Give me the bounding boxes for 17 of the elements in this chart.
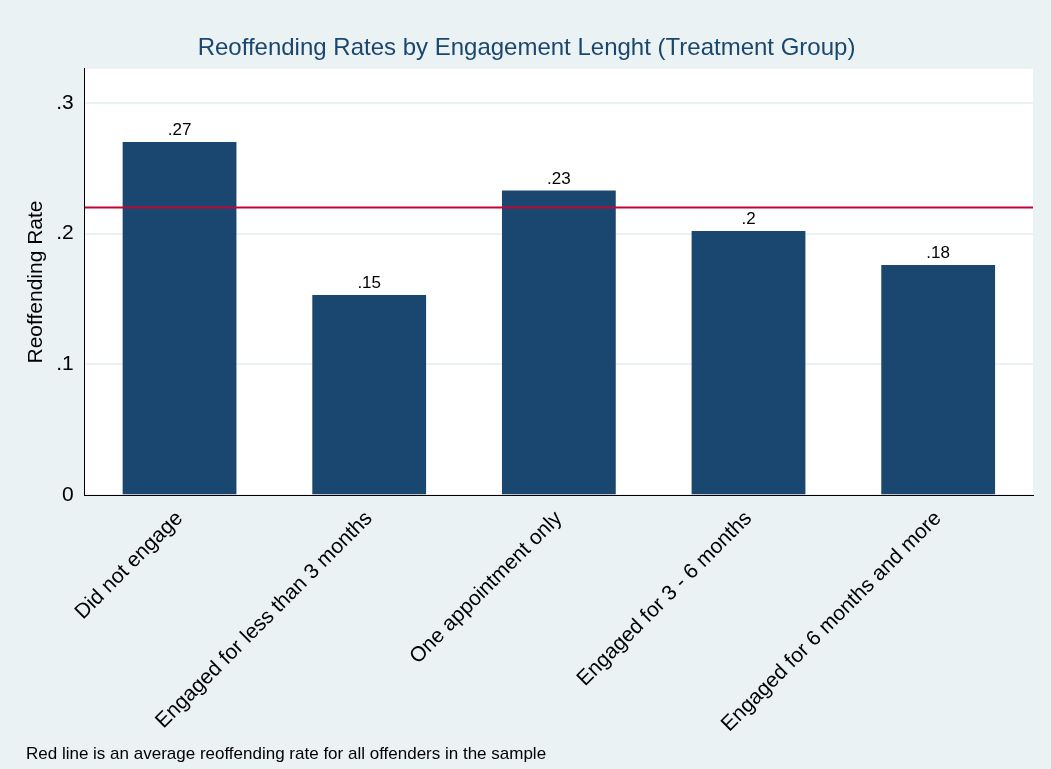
y-tick-label: 0: [62, 482, 74, 506]
y-tick-label: .1: [56, 351, 74, 375]
bar: [501, 190, 616, 495]
data-label: .27: [167, 120, 192, 140]
data-label: .23: [547, 168, 571, 188]
y-tick-label: .3: [56, 89, 74, 113]
data-label: .18: [926, 243, 950, 263]
bar: [691, 230, 806, 495]
data-label: .2: [741, 209, 756, 229]
text: Red line is an average reoffending rate for all offenders in the sample: [26, 744, 547, 764]
chart-title: Reoffending Rates by Engagement Lenght (Treatment Group): [197, 33, 856, 61]
bar: [312, 295, 427, 495]
bar: [881, 265, 996, 495]
y-axis-title: Reoffending Rate: [23, 200, 47, 364]
data-label: .15: [357, 273, 382, 293]
bar: [122, 142, 237, 495]
y-tick-label: .2: [56, 220, 74, 244]
